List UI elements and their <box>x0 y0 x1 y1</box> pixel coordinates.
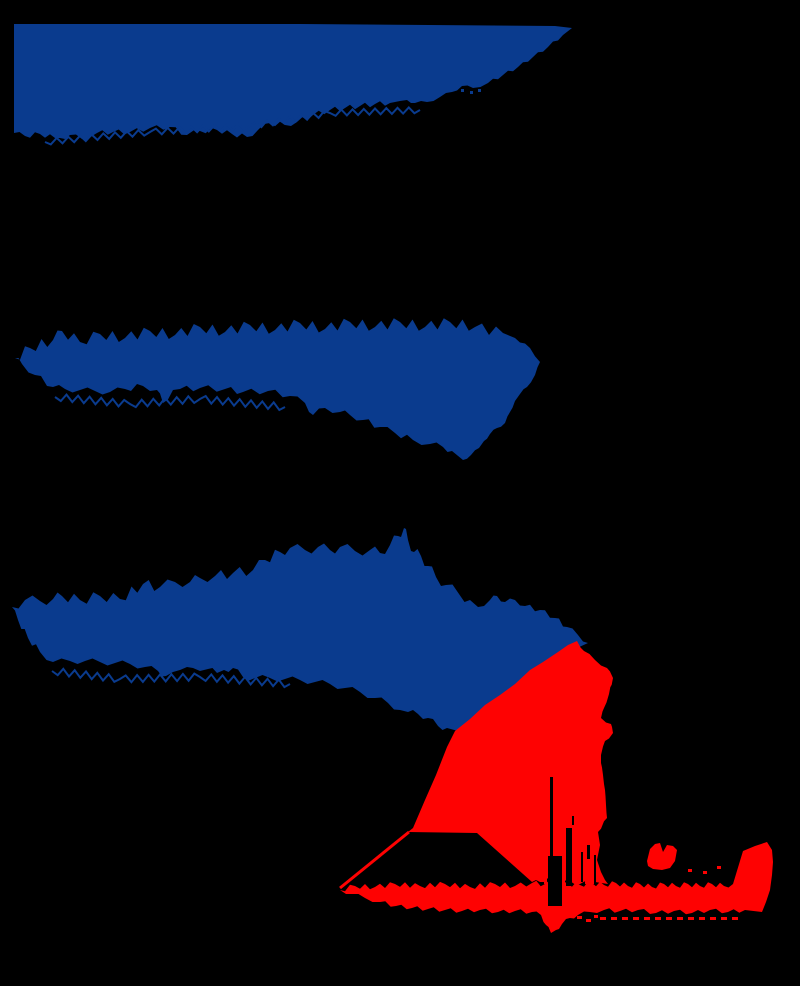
black-peak-line <box>550 777 553 857</box>
red-dot <box>688 869 692 872</box>
blue-spectrum-band-3 <box>12 528 588 731</box>
blue-spectrum-band-3-baseline <box>51 667 291 689</box>
red-tick-dot <box>732 917 738 920</box>
red-tick-dot <box>666 917 672 920</box>
red-dot <box>586 919 591 922</box>
red-dot <box>703 871 707 874</box>
red-tick-dot <box>655 917 661 920</box>
black-peak-line <box>594 855 596 883</box>
blue-dot <box>461 89 464 92</box>
red-peak-line <box>544 858 547 884</box>
red-dot <box>577 916 582 919</box>
red-tick-dot <box>600 917 606 920</box>
blue-dot <box>506 67 510 70</box>
blue-spectrum-band-2-baseline <box>54 393 286 412</box>
black-peak-line <box>581 852 583 882</box>
red-tick-dot <box>633 917 639 920</box>
red-tick-dot <box>644 917 650 920</box>
red-dot <box>594 915 598 918</box>
blue-spectrum-band-1 <box>14 24 572 140</box>
black-peak-line <box>587 845 590 859</box>
blue-spectrum-band-2 <box>15 318 540 460</box>
red-peak-line <box>562 830 565 886</box>
black-peak-line <box>566 828 572 886</box>
blue-dot <box>478 89 481 92</box>
red-peak-line <box>585 862 587 884</box>
red-tick-dot <box>699 917 705 920</box>
black-peak-line <box>572 816 574 825</box>
red-spectrum-left-slope <box>339 830 410 890</box>
black-peak-line <box>548 856 562 906</box>
red-tick-dot <box>721 917 727 920</box>
blue-dot <box>470 91 473 94</box>
red-tick-dot <box>710 917 716 920</box>
red-peak-line <box>592 860 594 884</box>
red-spectrum-blob <box>647 843 677 870</box>
red-tick-dot <box>677 917 683 920</box>
red-tick-dot <box>688 917 694 920</box>
red-peak-line <box>576 858 579 884</box>
blue-spectrum-band-1-baseline <box>44 105 421 146</box>
red-tick-dot <box>622 917 628 920</box>
red-spectrum-main <box>408 641 613 885</box>
red-tick-dot <box>611 917 617 920</box>
red-dot <box>717 866 721 869</box>
